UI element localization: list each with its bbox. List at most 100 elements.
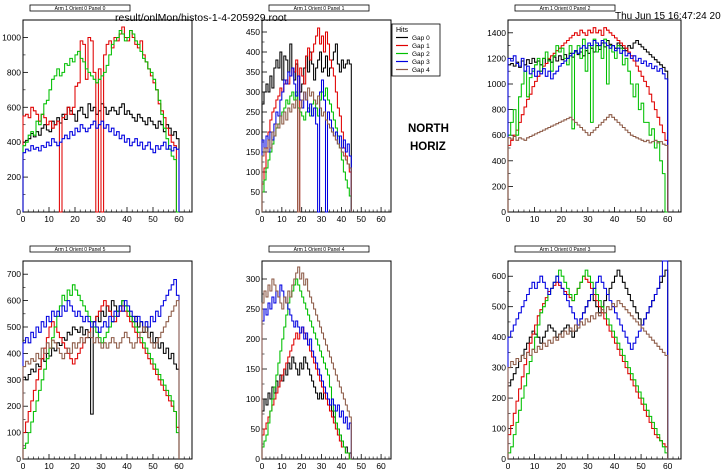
panel-title-frame xyxy=(268,4,370,12)
panel-title-box: Arm 1 Orient 0 Panel 3 xyxy=(514,245,616,253)
x-tick-label: 20 xyxy=(556,214,566,224)
y-tick-label: 400 xyxy=(7,348,21,358)
x-tick-label: 30 xyxy=(583,461,593,469)
x-tick-label: 50 xyxy=(148,214,158,224)
panel-title: Arm 1 Orient 0 Panel 0 xyxy=(55,6,106,12)
panel-title: Arm 1 Orient 0 Panel 4 xyxy=(294,247,345,253)
y-tick-label: 200 xyxy=(492,393,506,403)
x-tick-label: 20 xyxy=(297,214,307,224)
x-tick-label: 10 xyxy=(530,214,540,224)
plot-frame xyxy=(22,19,193,213)
x-tick-label: 40 xyxy=(610,461,620,469)
panel-title-box: Arm 1 Orient 0 Panel 5 xyxy=(29,245,131,253)
series-gap-2 xyxy=(22,29,179,213)
y-tick-label: 600 xyxy=(492,271,506,281)
y-tick-label: 300 xyxy=(492,363,506,373)
histogram-panel-3: Arm 1 Orient 0 Panel 5010020030040050060… xyxy=(7,245,193,469)
y-tick-label: 350 xyxy=(246,67,260,77)
y-tick-label: 0 xyxy=(501,207,506,217)
series-gap-4 xyxy=(507,300,669,459)
y-tick-label: 150 xyxy=(246,364,260,374)
x-tick-label: 50 xyxy=(356,461,366,469)
x-tick-label: 0 xyxy=(506,214,511,224)
x-tick-label: 10 xyxy=(44,214,54,224)
y-tick-label: 800 xyxy=(492,105,506,115)
series-gap-4 xyxy=(507,114,669,212)
histogram-panel-2: Arm 1 Orient 0 Panel 2020040060080010001… xyxy=(487,4,682,224)
series-gap-1 xyxy=(261,326,352,460)
legend-label: Gap 1 xyxy=(412,43,430,50)
y-tick-label: 200 xyxy=(7,401,21,411)
panel-title-frame xyxy=(514,245,616,253)
panel-title: Arm 1 Orient 0 Panel 5 xyxy=(55,247,106,253)
y-tick-label: 200 xyxy=(492,181,506,191)
y-tick-label: 100 xyxy=(246,394,260,404)
x-tick-label: 60 xyxy=(663,461,673,469)
panel-title-frame xyxy=(29,245,131,253)
y-tick-label: 50 xyxy=(251,187,261,197)
annotation-north: NORTH xyxy=(408,123,449,135)
y-tick-label: 400 xyxy=(492,332,506,342)
series-gap-4 xyxy=(22,300,180,459)
panel-title-box: Arm 1 Orient 0 Panel 1 xyxy=(268,4,370,12)
x-tick-label: 0 xyxy=(260,461,265,469)
y-tick-label: 600 xyxy=(492,130,506,140)
y-tick-label: 150 xyxy=(246,147,260,157)
x-tick-label: 50 xyxy=(636,461,646,469)
series-gap-1 xyxy=(507,275,669,459)
annotation-horiz: HORIZ xyxy=(410,141,446,153)
x-tick-label: 30 xyxy=(317,214,327,224)
y-tick-label: 250 xyxy=(246,107,260,117)
y-tick-label: 200 xyxy=(246,334,260,344)
y-tick-label: 0 xyxy=(255,207,260,217)
series-gap-2 xyxy=(22,284,180,459)
histogram-panel-4: Arm 1 Orient 0 Panel 4050100150200250300… xyxy=(246,245,392,469)
series-gap-3 xyxy=(22,278,180,459)
x-tick-label: 40 xyxy=(337,461,347,469)
panel-title-box: Arm 1 Orient 0 Panel 0 xyxy=(29,4,131,12)
legend-label: Gap 0 xyxy=(412,35,430,42)
y-tick-label: 600 xyxy=(7,296,21,306)
x-tick-label: 40 xyxy=(122,214,132,224)
x-tick-label: 40 xyxy=(122,461,132,469)
x-tick-label: 10 xyxy=(530,461,540,469)
x-tick-label: 0 xyxy=(506,461,511,469)
timestamp: Thu Jun 15 16:47:24 2006 xyxy=(615,11,721,22)
histogram-panel-1: Arm 1 Orient 0 Panel 1050100150200250300… xyxy=(246,4,392,224)
plot-frame xyxy=(507,260,682,460)
y-tick-label: 0 xyxy=(501,454,506,464)
x-tick-label: 50 xyxy=(636,214,646,224)
y-tick-label: 200 xyxy=(246,127,260,137)
series-gap-2 xyxy=(507,269,669,459)
x-tick-label: 20 xyxy=(70,214,80,224)
legend-title: Hits xyxy=(396,27,409,34)
series-gap-4 xyxy=(261,266,352,459)
x-tick-label: 60 xyxy=(174,461,184,469)
histogram-panel-0: Arm 1 Orient 0 Panel 0 0 200 400 600 800 1000 0… xyxy=(2,4,193,224)
y-tick-label: 100 xyxy=(7,428,21,438)
series-gap-2 xyxy=(507,38,668,213)
y-tick-label: 0 xyxy=(16,207,21,217)
y-tick-label: 1400 xyxy=(487,28,506,38)
y-tick-label: 500 xyxy=(492,302,506,312)
panel-title-frame xyxy=(29,4,131,12)
x-tick-label: 20 xyxy=(556,461,566,469)
x-tick-label: 10 xyxy=(44,461,54,469)
x-tick-label: 60 xyxy=(174,214,184,224)
y-tick-label: 0 xyxy=(16,454,21,464)
series-gap-1 xyxy=(507,27,669,212)
y-tick-label: 50 xyxy=(251,424,261,434)
y-tick-label: 1000 xyxy=(2,32,21,42)
panel-title-box: Arm 1 Orient 0 Panel 2 xyxy=(514,4,616,12)
y-tick-label: 300 xyxy=(246,87,260,97)
x-tick-label: 20 xyxy=(297,461,307,469)
plot-frame xyxy=(507,19,682,213)
x-tick-label: 60 xyxy=(376,214,386,224)
x-tick-label: 0 xyxy=(21,461,26,469)
y-tick-label: 300 xyxy=(7,375,21,385)
legend-box xyxy=(391,23,441,77)
x-tick-label: 30 xyxy=(96,461,106,469)
x-tick-label: 10 xyxy=(277,214,287,224)
panel-title: Arm 1 Orient 0 Panel 2 xyxy=(540,6,591,12)
